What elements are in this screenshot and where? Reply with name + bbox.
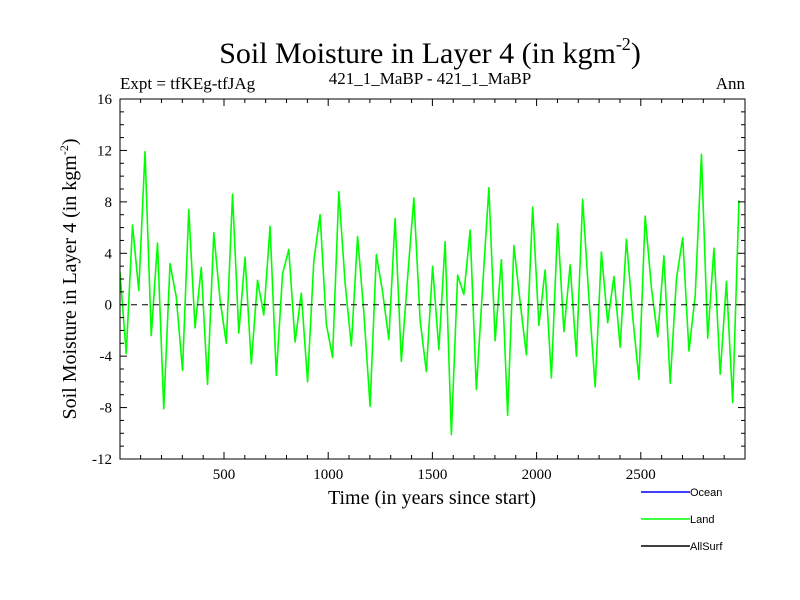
experiment-label: Expt = tfKEg-tfJAg [120, 74, 256, 93]
x-tick-label: 2000 [522, 467, 552, 483]
y-tick-label: 12 [97, 143, 112, 159]
y-tick-label: 8 [105, 195, 113, 211]
x-tick-label: 500 [213, 467, 236, 483]
run-label: 421_1_MaBP - 421_1_MaBP [329, 69, 531, 88]
series-line-land [120, 150, 740, 436]
y-tick-label: -12 [92, 452, 112, 468]
legend-label-land: Land [690, 514, 714, 526]
x-tick-label: 2500 [626, 467, 656, 483]
legend-item-ocean: Ocean [641, 487, 722, 499]
x-axis-label: Time (in years since start) [328, 487, 536, 509]
y-tick-label: -4 [100, 349, 113, 365]
legend-item-land: Land [641, 514, 714, 526]
x-tick-label: 1500 [417, 467, 447, 483]
x-tick-label: 1000 [313, 467, 343, 483]
legend: Ocean Land AllSurf [641, 487, 723, 553]
ticks-layer: -12 -8 -4 0 4 8 12 16 500 1000 1500 2000 2500 [92, 92, 745, 483]
legend-label-ocean: Ocean [690, 487, 722, 499]
series-layer [120, 150, 740, 436]
y-axis-label: Soil Moisture in Layer 4 (in kgm-2) [57, 138, 81, 419]
y-tick-label: -8 [100, 401, 113, 417]
y-tick-label: 16 [97, 92, 113, 108]
chart-title: Soil Moisture in Layer 4 (in kgm-2) [219, 34, 641, 70]
y-tick-label: 4 [105, 246, 113, 262]
legend-label-allsurf: AllSurf [690, 541, 723, 553]
plot-area: -12 -8 -4 0 4 8 12 16 500 1000 1500 2000 2500 [92, 92, 746, 483]
period-label: Ann [716, 74, 746, 93]
legend-item-allsurf: AllSurf [641, 541, 723, 553]
y-tick-label: 0 [105, 298, 113, 314]
